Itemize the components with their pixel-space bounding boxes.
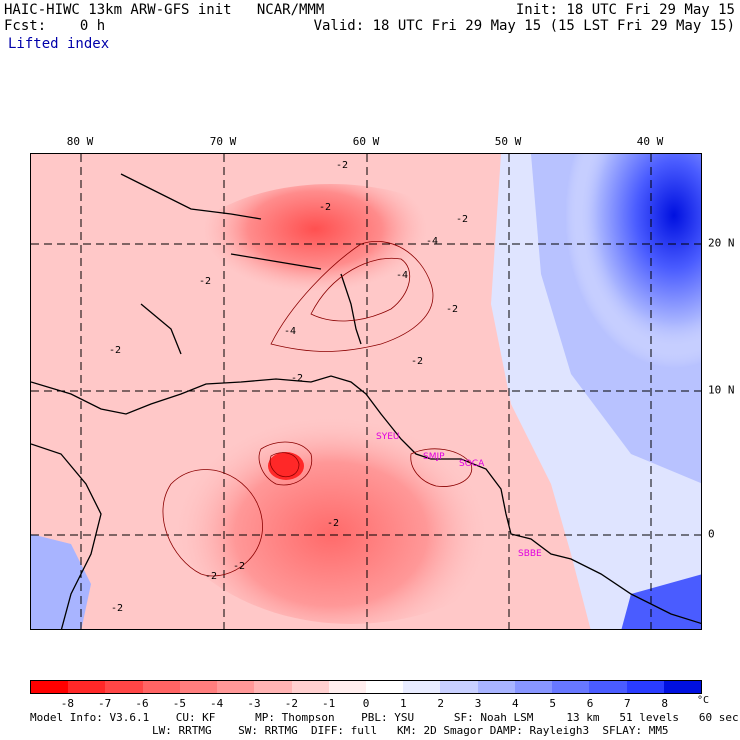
map-svg: -2 -2 -2 -2 -2 -4 -4 -4 -2 -2 -2 -2 -2 -… xyxy=(31,154,701,629)
model-info-line-1: Model Info: V3.6.1 CU: KF MP: Thompson P… xyxy=(30,711,739,724)
colorbar-tick-label: 5 xyxy=(549,697,556,710)
field-unstable-caribbean xyxy=(171,184,491,364)
contour-label: -2 xyxy=(109,345,121,356)
lat-label-20n: 20 N xyxy=(708,236,735,250)
colorbar-tick-label: -1 xyxy=(322,697,336,710)
station-label-smjp: SMJP xyxy=(423,452,445,462)
lon-label-60w: 60 W xyxy=(352,135,380,148)
forecast-hour: Fcst: 0 h xyxy=(4,18,106,34)
colorbar-swatch xyxy=(589,681,627,693)
colorbar-swatch xyxy=(514,681,553,693)
colorbar-swatch xyxy=(179,681,218,693)
colorbar-tick-label: 7 xyxy=(624,697,631,710)
colorbar-swatch xyxy=(291,681,329,693)
variable-name: Lifted index xyxy=(8,36,110,52)
colorbar-tick-label: 4 xyxy=(512,697,519,710)
contour-label: -4 xyxy=(426,236,438,247)
coastlines xyxy=(31,173,701,629)
lat-label-0: 0 xyxy=(708,527,715,541)
field-unstable-max xyxy=(268,452,304,480)
lon-label-70w: 70 W xyxy=(209,135,237,148)
contour-label: -2 xyxy=(456,214,468,225)
contour-label: -2 xyxy=(446,304,458,315)
contour-label-group: -2 -2 -2 -2 -2 -4 -4 -4 -2 -2 -2 -2 -2 -… xyxy=(109,160,468,614)
contour-label: -2 xyxy=(411,356,423,367)
colorbar-tick-label: 6 xyxy=(586,697,594,710)
colorbar-tick-label: -3 xyxy=(247,697,261,710)
colorbar-swatch xyxy=(403,681,441,693)
colorbar-swatch xyxy=(328,681,366,693)
contour-label: -2 xyxy=(319,202,331,213)
colorbar-swatch xyxy=(440,681,478,693)
valid-time: Valid: 18 UTC Fri 29 May 15 (15 LST Fri … xyxy=(313,18,735,34)
colorbar-tick-label: -5 xyxy=(172,697,186,710)
colorbar-swatch xyxy=(626,681,664,693)
model-info-line-2: LW: RRTMG SW: RRTMG DIFF: full KM: 2D Sm… xyxy=(152,724,669,737)
contour-label: -2 xyxy=(291,373,303,384)
colorbar-swatch xyxy=(68,681,106,693)
contour-label: -2 xyxy=(111,603,123,614)
field-stable-se xyxy=(621,574,701,629)
colorbar xyxy=(30,680,702,694)
colorbar-tick-label: -4 xyxy=(210,697,224,710)
colorbar-tick-label: 8 xyxy=(661,697,668,710)
contour-label: -4 xyxy=(396,270,408,281)
colorbar-tick-label: 1 xyxy=(400,697,407,710)
colorbar-swatch xyxy=(142,681,180,693)
colorbar-swatch xyxy=(663,681,701,693)
colorbar-swatch xyxy=(31,681,69,693)
model-title: HAIC-HIWC 13km ARW-GFS init NCAR/MMM xyxy=(4,2,325,18)
colorbar-swatch xyxy=(217,681,255,693)
lat-label-10n: 10 N xyxy=(708,383,735,397)
contour-label: -4 xyxy=(284,326,296,337)
colorbar-swatch xyxy=(552,681,590,693)
colorbar-tick-label: -2 xyxy=(284,697,298,710)
init-time: Init: 18 UTC Fri 29 May 15 xyxy=(515,2,735,18)
colorbar-swatch xyxy=(477,681,515,693)
station-label-soca: SOCA xyxy=(459,459,485,469)
colorbar-swatch xyxy=(105,681,143,693)
colorbar-swatch xyxy=(254,681,292,693)
colorbar-tick-label: -6 xyxy=(135,697,149,710)
colorbar-tick-label: 2 xyxy=(437,697,444,710)
lon-label-50w: 50 W xyxy=(494,135,522,148)
colorbar-unit: °C xyxy=(697,695,710,706)
contour-label: -2 xyxy=(327,518,339,529)
colorbar-swatch xyxy=(365,681,404,693)
station-label-sbbe: SBBE xyxy=(518,549,542,559)
field-stable-sw xyxy=(31,534,91,629)
colorbar-tick-label: 0 xyxy=(362,697,370,710)
contour-label: -2 xyxy=(233,561,245,572)
lifted-index-map: -2 -2 -2 -2 -2 -4 -4 -4 -2 -2 -2 -2 -2 -… xyxy=(30,153,702,630)
station-label-syeu: SYEU xyxy=(376,432,400,442)
contour-label: -2 xyxy=(199,276,211,287)
lon-label-40w: 40 W xyxy=(636,135,664,148)
colorbar-tick-label: -8 xyxy=(60,697,74,710)
lon-label-80w: 80 W xyxy=(66,135,94,148)
contours xyxy=(162,241,473,577)
field-unstable-southamerica xyxy=(151,324,551,624)
colorbar-tick-label: -7 xyxy=(98,697,112,710)
contour-label: -2 xyxy=(205,571,217,582)
grid-lines xyxy=(31,154,701,629)
colorbar-tick-label: 3 xyxy=(474,697,482,710)
contour-label: -2 xyxy=(336,160,348,171)
